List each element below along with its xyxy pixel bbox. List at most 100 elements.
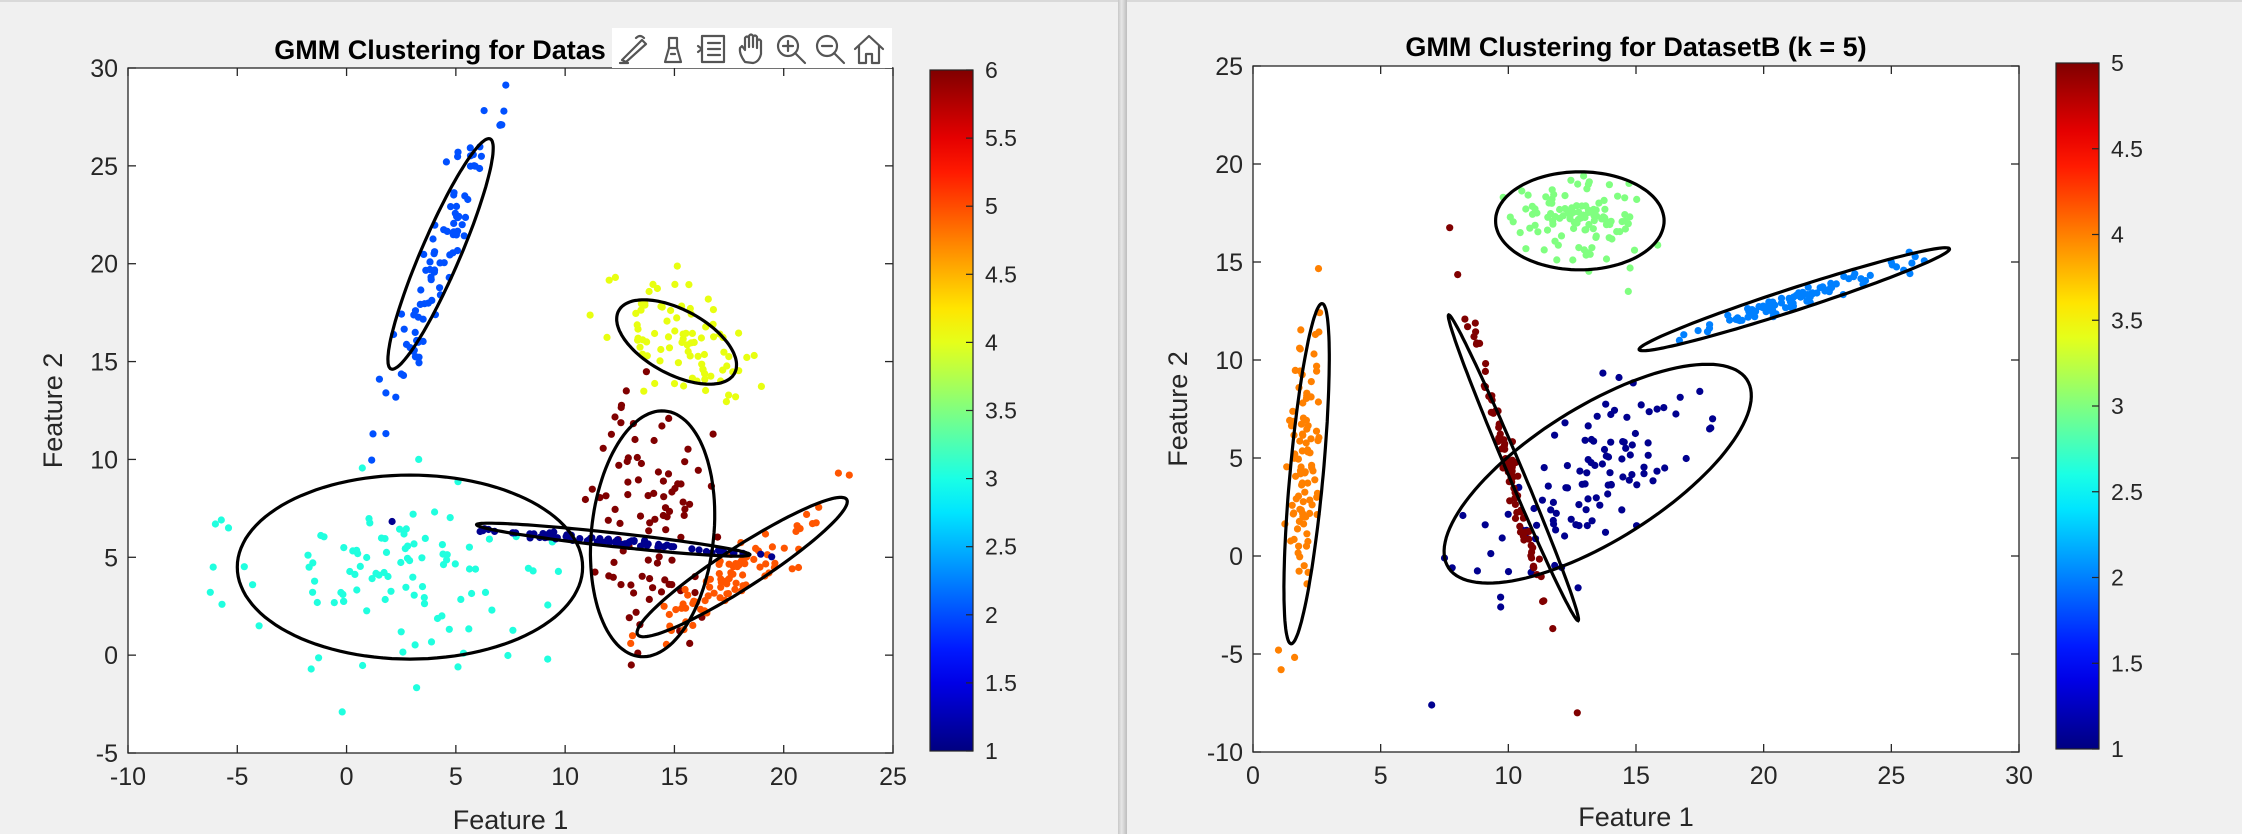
data-point-cluster-3 xyxy=(1584,180,1592,188)
data-point-cluster-6 xyxy=(588,485,596,493)
data-point-cluster-3 xyxy=(488,606,496,614)
y-axis-label: Feature 2 xyxy=(38,353,68,469)
data-point-cluster-3 xyxy=(315,654,323,662)
data-point-cluster-1 xyxy=(1547,506,1555,514)
data-point-cluster-1 xyxy=(1530,504,1538,513)
data-point-cluster-3 xyxy=(1601,205,1609,213)
data-point-cluster-1 xyxy=(1653,467,1661,475)
data-point-cluster-2 xyxy=(375,375,383,383)
data-point-cluster-1 xyxy=(1682,454,1690,463)
data-point-cluster-1 xyxy=(1567,515,1575,523)
data-point-cluster-3 xyxy=(1584,206,1592,214)
x-axis-label: Feature 1 xyxy=(1578,802,1694,832)
data-point-cluster-1 xyxy=(1563,484,1572,492)
data-point-cluster-1 xyxy=(1533,521,1541,529)
data-point-cluster-3 xyxy=(529,567,537,575)
data-point-cluster-4 xyxy=(1310,350,1318,358)
data-point-cluster-6 xyxy=(679,498,687,506)
data-point-cluster-2 xyxy=(1785,294,1793,302)
data-point-cluster-3 xyxy=(481,588,490,597)
data-point-cluster-6 xyxy=(658,422,666,430)
data-point-cluster-4 xyxy=(757,382,766,390)
data-point-cluster-5 xyxy=(1476,339,1484,347)
data-point-cluster-1 xyxy=(1481,521,1489,529)
figure-window-left: -10 -5 0 5 10 15 20 25 -5 0 5 10 15 20 25 30 Feature 1 Fe… xyxy=(0,0,1118,834)
data-point-cluster-6 xyxy=(681,505,689,513)
data-point-cluster-2 xyxy=(1808,290,1816,298)
data-point-cluster-4 xyxy=(707,372,715,380)
data-point-cluster-3 xyxy=(465,565,474,573)
y-tick-label: 20 xyxy=(1215,151,1243,179)
data-point-cluster-6 xyxy=(664,470,673,478)
x-tick-label: 0 xyxy=(340,763,354,791)
data-point-cluster-4 xyxy=(586,311,594,319)
data-point-cluster-4 xyxy=(1302,542,1311,550)
data-point-cluster-1 xyxy=(1498,534,1506,542)
colorbar-tick-label: 1 xyxy=(985,738,998,764)
data-point-cluster-1 xyxy=(1504,510,1512,518)
data-point-cluster-1 xyxy=(1625,476,1633,484)
x-tick-label: 10 xyxy=(1494,762,1522,790)
data-point-cluster-4 xyxy=(699,365,707,373)
data-point-cluster-3 xyxy=(387,587,395,595)
data-point-cluster-2 xyxy=(382,430,390,438)
data-point-cluster-1 xyxy=(1551,431,1559,439)
data-point-cluster-5 xyxy=(717,575,725,583)
data-point-cluster-4 xyxy=(671,280,679,288)
data-point-cluster-5 xyxy=(808,520,817,528)
data-point-cluster-4 xyxy=(605,276,613,284)
data-point-cluster-1 xyxy=(1540,464,1548,472)
y-tick-label: 25 xyxy=(1215,53,1243,81)
data-point-cluster-6 xyxy=(611,413,619,421)
window-divider[interactable] xyxy=(1118,0,1127,834)
data-point-cluster-6 xyxy=(668,556,676,564)
data-point-cluster-2 xyxy=(1828,284,1836,292)
y-tick-label: 15 xyxy=(90,349,118,377)
data-point-cluster-6 xyxy=(638,572,646,580)
data-point-cluster-1 xyxy=(1459,511,1467,520)
zoom-out-icon[interactable] xyxy=(815,34,846,65)
data-point-cluster-5 xyxy=(725,560,733,568)
colorbar-tick-label: 2 xyxy=(985,602,998,628)
data-point-cluster-3 xyxy=(311,577,319,585)
edit-brush-icon[interactable] xyxy=(618,34,648,65)
data-point-cluster-3 xyxy=(209,563,217,571)
data-point-cluster-2 xyxy=(420,250,428,258)
data-point-cluster-2 xyxy=(1789,302,1797,310)
data-point-cluster-1 xyxy=(1623,413,1631,421)
colorbar-tick-label: 3 xyxy=(985,466,998,492)
data-point-cluster-2 xyxy=(453,247,462,255)
data-point-cluster-3 xyxy=(1522,205,1530,213)
data-point-cluster-3 xyxy=(313,598,321,607)
data-point-cluster-3 xyxy=(411,641,419,649)
legend-icon[interactable] xyxy=(696,34,726,64)
data-point-cluster-4 xyxy=(678,338,686,346)
data-point-cluster-3 xyxy=(240,563,248,571)
data-cursor-icon[interactable] xyxy=(663,36,683,64)
data-point-cluster-6 xyxy=(665,414,673,422)
data-point-cluster-5 xyxy=(1528,554,1536,562)
home-icon[interactable] xyxy=(853,34,885,65)
data-point-cluster-1 xyxy=(1607,438,1615,446)
data-point-cluster-6 xyxy=(657,588,666,596)
data-point-cluster-3 xyxy=(1531,205,1539,213)
data-point-cluster-6 xyxy=(625,614,633,622)
data-point-cluster-4 xyxy=(1302,439,1310,447)
data-point-cluster-3 xyxy=(504,651,512,660)
data-point-cluster-1 xyxy=(1633,481,1641,489)
data-point-cluster-5 xyxy=(732,579,740,587)
data-point-cluster-1 xyxy=(1604,481,1612,489)
data-point-cluster-3 xyxy=(451,560,459,568)
pan-hand-icon[interactable] xyxy=(738,33,763,65)
data-point-cluster-4 xyxy=(603,333,611,341)
data-point-cluster-1 xyxy=(1615,373,1623,382)
data-point-cluster-5 xyxy=(690,597,698,605)
zoom-in-icon[interactable] xyxy=(776,34,807,65)
data-point-cluster-2 xyxy=(415,353,423,361)
data-point-cluster-2 xyxy=(430,250,438,258)
data-point-cluster-4 xyxy=(634,334,642,342)
data-point-cluster-2 xyxy=(1694,327,1702,335)
data-point-cluster-3 xyxy=(1585,220,1593,229)
data-point-cluster-5 xyxy=(1481,367,1489,375)
data-point-cluster-4 xyxy=(1297,463,1305,471)
